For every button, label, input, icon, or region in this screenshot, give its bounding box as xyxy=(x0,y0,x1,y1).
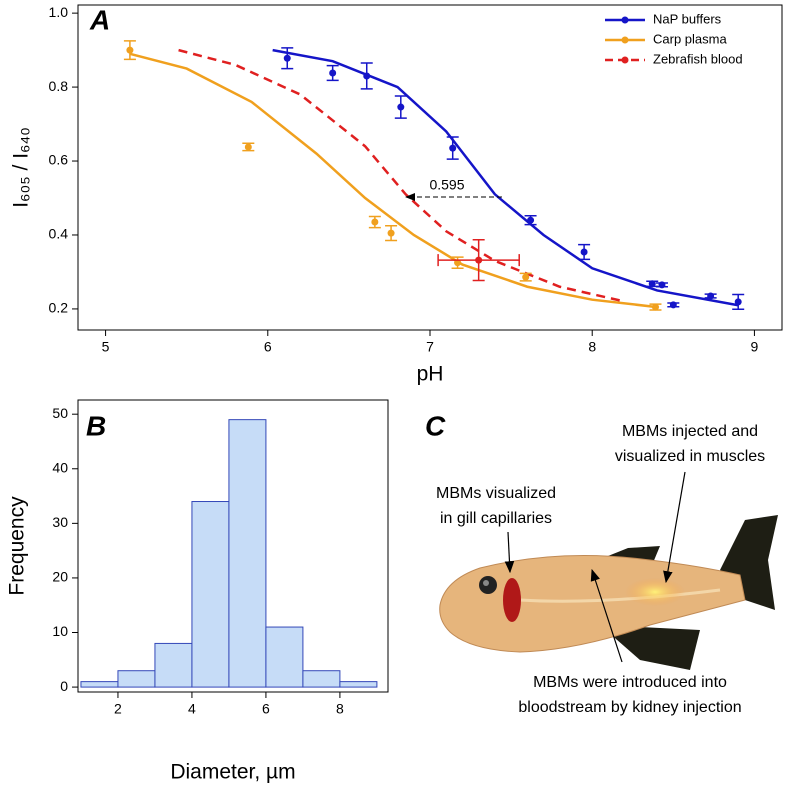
plot-frame xyxy=(77,399,389,693)
data-point xyxy=(527,216,535,224)
y-tick-label: 50 xyxy=(52,405,68,421)
data-point xyxy=(244,143,252,151)
data-point xyxy=(397,103,405,111)
panel-label: C xyxy=(425,410,446,441)
histogram-bar xyxy=(191,501,230,688)
data-point xyxy=(734,298,742,306)
annotation: MBMs injected and xyxy=(622,423,758,440)
data-point xyxy=(580,248,588,256)
fit-curve xyxy=(178,48,625,303)
y-tick-label: 0.8 xyxy=(49,78,69,94)
histogram-bar xyxy=(302,670,341,688)
histogram-bar xyxy=(154,642,193,688)
fish-illustration xyxy=(439,471,778,670)
data-point xyxy=(475,256,483,264)
gill-mark xyxy=(503,578,521,622)
x-tick-label: 5 xyxy=(102,339,110,355)
y-tick-label: 40 xyxy=(52,459,68,475)
data-point xyxy=(648,280,656,288)
muscle-glow xyxy=(625,578,685,606)
data-point xyxy=(651,303,659,311)
legend-marker xyxy=(621,56,629,64)
legend-marker xyxy=(621,16,629,24)
data-point xyxy=(387,229,395,237)
arrow xyxy=(663,471,686,584)
x-tick-label: 6 xyxy=(264,339,272,355)
x-tick-label: 8 xyxy=(588,339,596,355)
x-tick-label: 8 xyxy=(336,701,344,717)
data-point xyxy=(363,72,371,80)
y-tick-label: 0.2 xyxy=(49,300,69,316)
x-tick-label: 2 xyxy=(114,701,122,717)
panel-label: B xyxy=(86,410,106,441)
y-tick-label: 30 xyxy=(52,514,68,530)
fish-eye-glint xyxy=(483,580,489,586)
data-point xyxy=(658,281,666,289)
legend-marker xyxy=(621,36,629,44)
annotation: MBMs were introduced into xyxy=(533,674,727,691)
y-tick-label: 0.4 xyxy=(49,226,69,242)
legend-label: NaP buffers xyxy=(653,11,722,26)
arrow xyxy=(590,568,623,663)
y-tick-label: 0 xyxy=(60,678,68,694)
legend-label: Carp plasma xyxy=(653,31,727,46)
legend-label: Zebrafish blood xyxy=(653,51,743,66)
histogram-bar xyxy=(80,681,119,688)
histogram-bar xyxy=(228,419,267,688)
y-tick-label: 1.0 xyxy=(49,4,69,20)
annotation: 0.595 xyxy=(429,177,464,193)
histogram-bar xyxy=(265,626,304,688)
x-tick-label: 4 xyxy=(188,701,196,717)
data-point xyxy=(522,273,530,281)
data-point xyxy=(707,292,715,300)
panel-label: A xyxy=(89,4,110,35)
x-tick-label: 9 xyxy=(751,339,759,355)
y-tick-label: 0.6 xyxy=(49,152,69,168)
fish-stripe xyxy=(519,588,721,603)
anal-fin xyxy=(600,625,700,670)
data-point xyxy=(371,218,379,226)
data-point xyxy=(329,69,337,77)
y-tick-label: 10 xyxy=(52,623,68,639)
data-point xyxy=(126,46,134,54)
x-tick-label: 6 xyxy=(262,701,270,717)
y-tick-label: 20 xyxy=(52,569,68,585)
annotation: visualized in muscles xyxy=(615,448,765,465)
histogram-bar xyxy=(339,681,378,688)
histogram-bar xyxy=(117,670,156,688)
data-point xyxy=(669,301,677,309)
x-axis-label: Diameter, µm xyxy=(170,761,295,784)
annotation: MBMs visualized xyxy=(436,485,556,502)
data-point xyxy=(449,144,457,152)
annotation: bloodstream by kidney injection xyxy=(518,699,741,716)
data-point xyxy=(283,54,291,62)
data-point xyxy=(454,259,462,267)
fit-curve xyxy=(272,48,739,307)
fit-curve xyxy=(129,52,658,309)
arrow xyxy=(504,531,515,574)
y-axis-label: Frequency xyxy=(6,496,29,596)
x-tick-label: 7 xyxy=(426,339,434,355)
y-axis-label: I₆₀₅ / I₆₄₀ xyxy=(10,127,33,208)
annotation: in gill capillaries xyxy=(440,510,552,527)
x-axis-label: pH xyxy=(417,363,444,386)
